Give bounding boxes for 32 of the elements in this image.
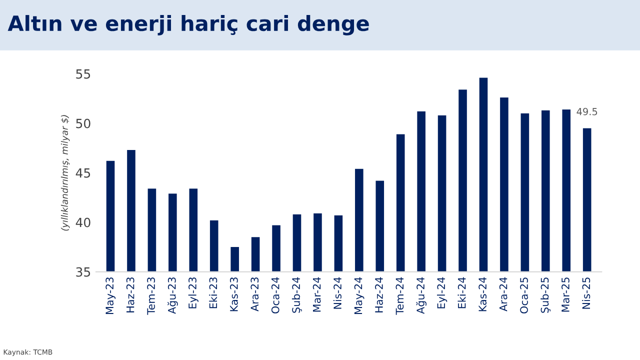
x-tick-label: Tem-23 [147, 277, 155, 315]
x-tick-label: Ara-24 [499, 277, 508, 312]
x-tick-label: Eki-23 [209, 277, 218, 308]
y-tick-label: 45 [76, 168, 90, 178]
x-tick-label: Ağu-23 [167, 277, 178, 314]
x-tick-label: Haz-24 [375, 277, 383, 312]
x-tick-label: Eyl-23 [188, 277, 198, 308]
y-tick-label: 40 [76, 218, 90, 228]
x-tick-label: Ağu-24 [416, 277, 426, 314]
x-tick-label: Eki-24 [458, 277, 466, 308]
x-tick-label: May-24 [354, 277, 364, 314]
x-tick-label: Oca-24 [271, 277, 280, 314]
y-tick-label: 55 [76, 69, 90, 79]
x-tick-label: Tem-24 [396, 277, 404, 315]
x-tick-label: Oca-25 [520, 278, 528, 314]
x-tick-label: Nis-25 [582, 278, 590, 309]
x-tick-label: Mar-25 [562, 278, 570, 312]
x-tick-label: Eyl-24 [437, 277, 448, 308]
x-tick-label: May-23 [106, 277, 116, 314]
y-tick-label: 35 [76, 267, 90, 277]
x-tick-label: Kas-23 [230, 277, 238, 312]
x-tick-label: Mar-24 [312, 277, 321, 312]
y-tick-label: 50 [76, 118, 90, 128]
x-tick-label: Nis-24 [333, 277, 342, 309]
chart-title: Altın ve enerji hariç cari denge [8, 15, 369, 36]
y-axis-title: (yıllıklandırılmış, milyar $) [60, 115, 70, 231]
x-tick-label: Haz-23 [126, 277, 134, 312]
data-label: 49.5 [576, 108, 598, 116]
x-tick-label: Ara-23 [250, 277, 259, 312]
x-tick-label: Şub-24 [292, 277, 302, 313]
x-tick-label: Şub-25 [540, 278, 551, 313]
x-tick-label: Kas-24 [478, 277, 487, 312]
